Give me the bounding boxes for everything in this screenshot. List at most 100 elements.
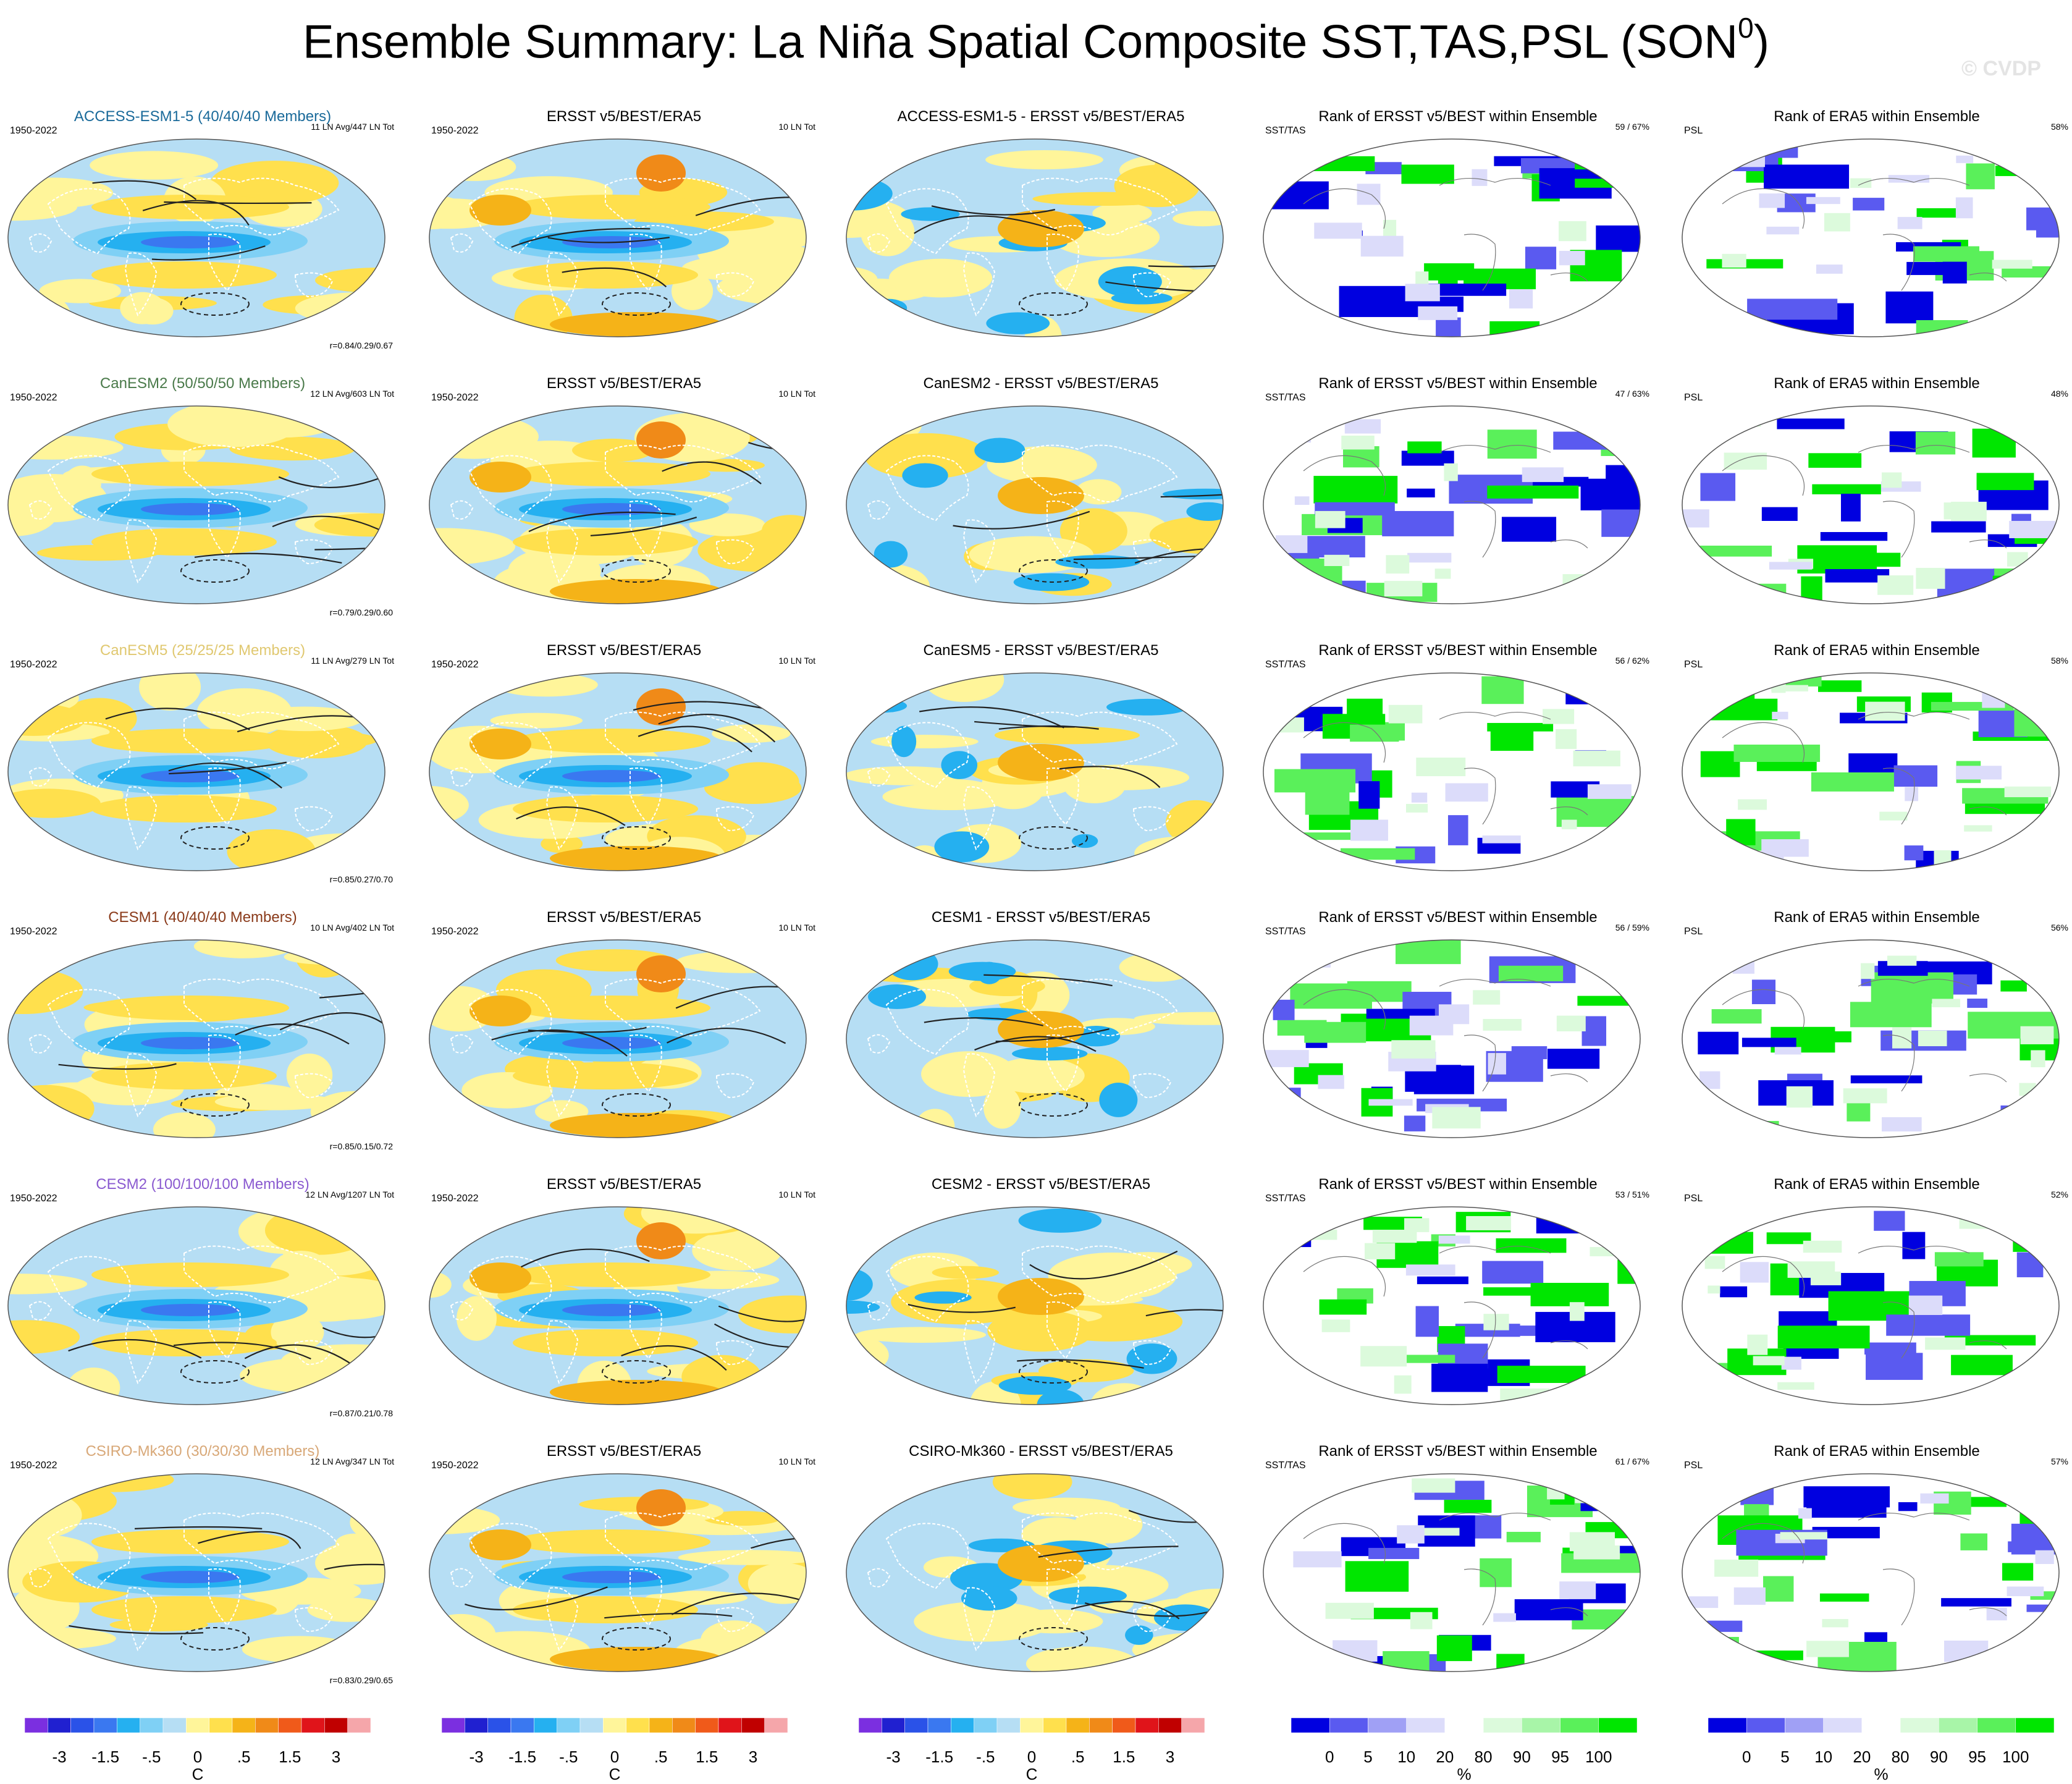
panel-r1-c4: Rank of ERA5 within Ensemble PSL 48% bbox=[1679, 375, 2072, 635]
coastline bbox=[183, 978, 340, 1036]
panel-r2-c2: CanESM5 - ERSST v5/BEST/ERA5 bbox=[843, 642, 1239, 902]
coastline bbox=[1303, 445, 1588, 558]
rank-patch bbox=[1820, 531, 1888, 541]
psl-contour bbox=[194, 552, 342, 564]
psl-contour bbox=[919, 706, 1064, 729]
rank-patch bbox=[1685, 545, 1772, 557]
rank-patch bbox=[1724, 452, 1767, 470]
anomaly-patch bbox=[932, 1266, 999, 1279]
rank-patch bbox=[1881, 1117, 1922, 1132]
rank-patch bbox=[1751, 979, 1776, 1005]
rank-patch bbox=[1816, 264, 1843, 274]
rank-sst-title: Rank of ERSST v5/BEST within Ensemble bbox=[1318, 108, 1598, 125]
panel-r4-c0: CESM2 (100/100/100 Members) 1950-2022 12 L… bbox=[5, 1176, 400, 1435]
colorbar-swatch bbox=[764, 1718, 788, 1733]
years-label: 1950-2022 bbox=[431, 125, 479, 136]
map-mean bbox=[7, 939, 385, 1138]
psl-contour bbox=[1038, 1545, 1179, 1558]
colorbar-swatch bbox=[186, 1718, 209, 1733]
colorbar-swatch bbox=[1043, 1718, 1067, 1733]
anomaly-patch bbox=[562, 1304, 661, 1316]
colorbar-swatch bbox=[927, 1718, 951, 1733]
rank-patch bbox=[1333, 1640, 1378, 1662]
anomaly-patch bbox=[846, 585, 917, 602]
rank-patch bbox=[1384, 581, 1423, 597]
anomaly-patch bbox=[562, 503, 661, 515]
rank-patch bbox=[1394, 1375, 1412, 1394]
colorbar-swatch bbox=[672, 1718, 696, 1733]
rank-patch bbox=[1412, 1478, 1455, 1493]
anomaly-patch bbox=[562, 1037, 661, 1049]
anomaly-patch bbox=[891, 725, 917, 758]
rank-patch bbox=[1292, 1232, 1312, 1248]
rank-var-label: PSL bbox=[1684, 125, 1703, 136]
rank-patch bbox=[1850, 178, 1872, 188]
anomaly-patch bbox=[470, 195, 531, 226]
anomaly-patch bbox=[1197, 1394, 1223, 1405]
rank-patch bbox=[1368, 1547, 1420, 1559]
rank-patch bbox=[1547, 1049, 1600, 1069]
psl-contour bbox=[953, 510, 1090, 530]
years-label: 1950-2022 bbox=[431, 1193, 479, 1204]
psl-contour bbox=[983, 974, 1113, 987]
coastline bbox=[124, 1320, 158, 1384]
rank-var-label: SST/TAS bbox=[1265, 926, 1306, 937]
anomaly-patch bbox=[8, 1320, 80, 1355]
colorbar-tick-label: 0 bbox=[1741, 1748, 1751, 1766]
map-border bbox=[1682, 405, 2060, 604]
rank-psl-title: Rank of ERA5 within Ensemble bbox=[1774, 909, 1980, 926]
colorbar-swatch bbox=[442, 1718, 465, 1733]
anomaly-patch bbox=[91, 1262, 289, 1287]
rank-patch bbox=[1987, 1484, 2023, 1495]
anomaly-patch bbox=[888, 258, 993, 298]
rank-patch bbox=[1289, 156, 1375, 171]
rank-patch bbox=[1556, 729, 1577, 749]
ln-count: 12 LN Avg/603 LN Tot bbox=[310, 389, 394, 399]
map-border bbox=[7, 138, 385, 337]
anomaly-patch bbox=[1037, 1389, 1085, 1405]
anomaly-patch bbox=[513, 795, 698, 822]
coastline bbox=[1022, 444, 1178, 502]
anomaly-patch bbox=[1181, 1474, 1223, 1486]
map-obs bbox=[429, 138, 807, 337]
rank-patch bbox=[1547, 1479, 1565, 1500]
rank-patch bbox=[1493, 1613, 1516, 1622]
coastline bbox=[183, 1245, 340, 1303]
psl-contour bbox=[173, 1342, 311, 1360]
coastline bbox=[605, 444, 761, 502]
map-rank bbox=[1682, 1206, 2060, 1405]
colorbar-tick-label: 0 bbox=[1324, 1748, 1334, 1766]
map-border bbox=[1682, 1206, 2060, 1405]
rank-patch bbox=[1383, 219, 1397, 239]
rank-patch bbox=[1905, 787, 1919, 801]
colorbar-tick-label: 0 bbox=[610, 1748, 620, 1766]
anomaly-patch bbox=[941, 751, 978, 779]
anomaly-patch bbox=[562, 770, 661, 782]
rank-patch bbox=[1916, 568, 1945, 589]
colorbar-units: C bbox=[192, 1765, 204, 1783]
rank-patch bbox=[1747, 298, 1838, 320]
anomaly-patch bbox=[728, 1122, 773, 1138]
map-border bbox=[846, 138, 1224, 337]
colorbar-swatch bbox=[487, 1718, 512, 1733]
rank-patch bbox=[1879, 811, 1908, 821]
anomaly-patch bbox=[901, 207, 960, 221]
rank-var-label: PSL bbox=[1684, 392, 1703, 403]
anomaly-patch bbox=[721, 317, 764, 337]
coastline bbox=[28, 500, 53, 520]
model-title: CSIRO-Mk360 (30/30/30 Members) bbox=[85, 1443, 320, 1460]
psl-contour bbox=[92, 180, 197, 200]
panel-r2-c4: Rank of ERA5 within Ensemble PSL 58% bbox=[1679, 642, 2072, 902]
colorbar-swatch bbox=[347, 1718, 371, 1733]
coastline bbox=[715, 1073, 755, 1099]
rank-patch bbox=[1819, 1593, 1869, 1602]
panel-r5-c3: Rank of ERSST v5/BEST within Ensemble SST… bbox=[1260, 1443, 1656, 1702]
rank-patch bbox=[1500, 1388, 1550, 1401]
psl-contour bbox=[1105, 281, 1223, 292]
rank-patch bbox=[2007, 1586, 2044, 1597]
colorbar-swatches bbox=[442, 1718, 788, 1733]
map-border bbox=[7, 672, 385, 871]
rank-var-label: PSL bbox=[1684, 659, 1703, 670]
coastline bbox=[715, 272, 755, 298]
